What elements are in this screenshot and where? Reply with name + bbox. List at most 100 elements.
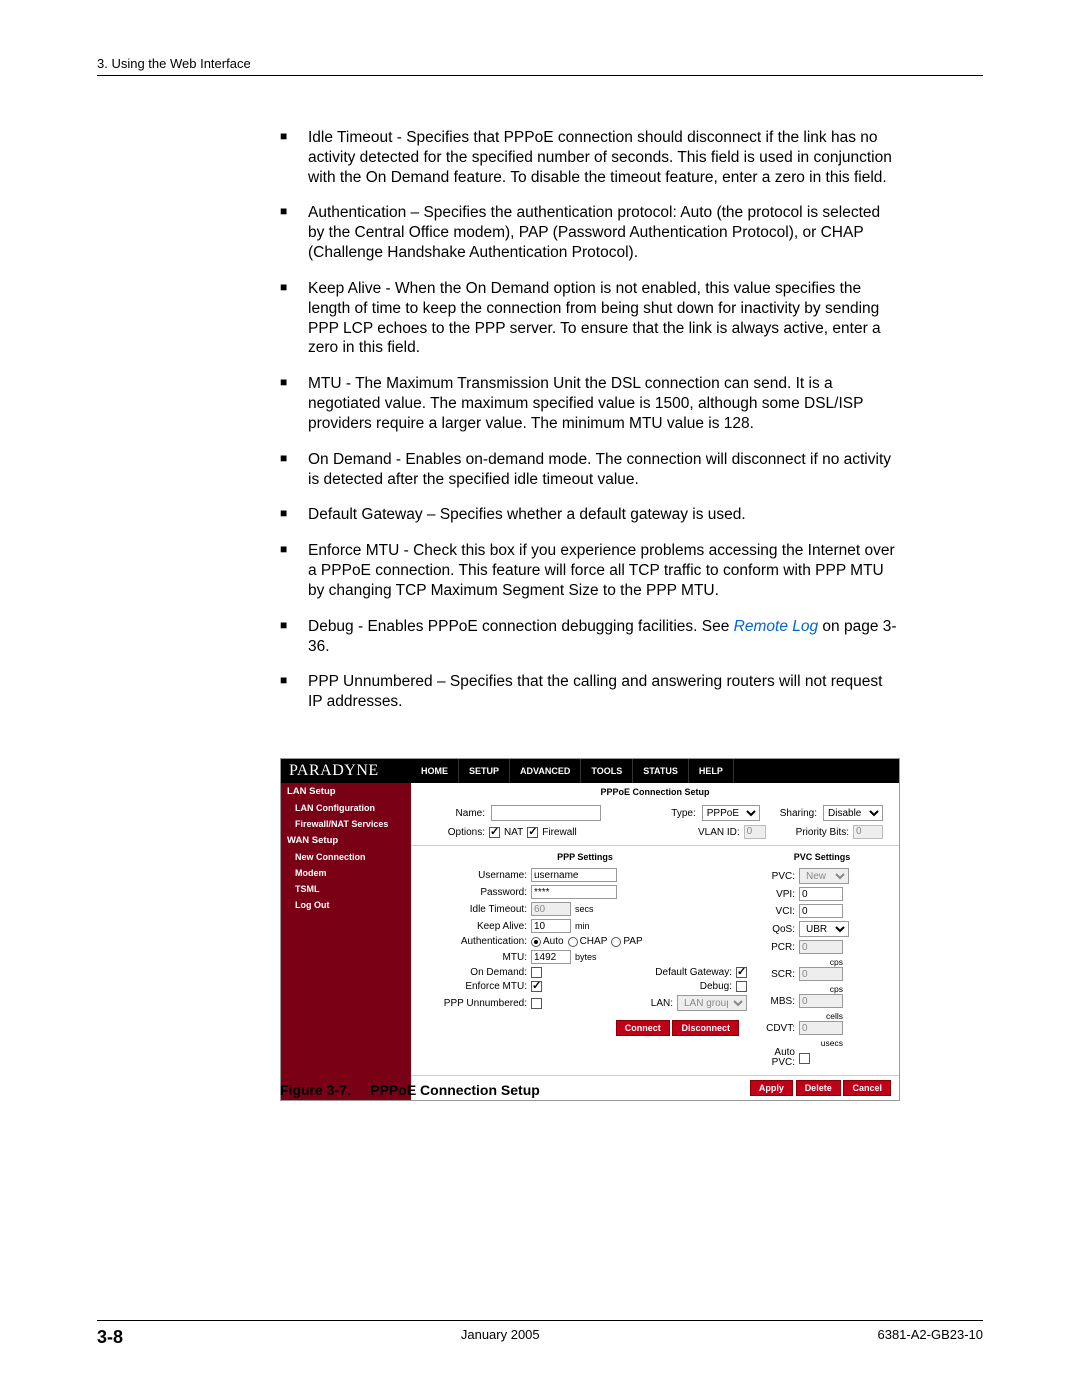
firewall-checkbox[interactable] bbox=[527, 827, 538, 838]
mbs-unit: cells bbox=[757, 1011, 887, 1021]
bullet-list: Idle Timeout - Specifies that PPPoE conn… bbox=[280, 128, 900, 712]
pvc-label: PVC: bbox=[757, 871, 799, 882]
ondemand-label: On Demand: bbox=[423, 967, 531, 978]
cdvt-label: CDVT: bbox=[757, 1023, 799, 1034]
mtu-input[interactable] bbox=[531, 950, 571, 964]
ppp-unnumbered-label: PPP Unnumbered: bbox=[423, 998, 531, 1009]
sidebar-head-lan: LAN Setup bbox=[281, 783, 411, 800]
page-number: 3-8 bbox=[97, 1327, 123, 1348]
footer-date: January 2005 bbox=[461, 1327, 540, 1348]
vpi-input[interactable] bbox=[799, 887, 843, 901]
nav-help[interactable]: HELP bbox=[689, 759, 734, 783]
idle-timeout-input[interactable] bbox=[531, 902, 571, 916]
sidebar-item-lan-config[interactable]: LAN Configuration bbox=[281, 800, 411, 816]
keep-unit: min bbox=[575, 921, 590, 931]
username-input[interactable] bbox=[531, 868, 617, 882]
section-header: 3. Using the Web Interface bbox=[97, 56, 251, 71]
bullet-item: Enforce MTU - Check this box if you expe… bbox=[280, 541, 900, 600]
vlan-label: VLAN ID: bbox=[698, 827, 740, 838]
vci-input[interactable] bbox=[799, 904, 843, 918]
remote-log-link[interactable]: Remote Log bbox=[734, 618, 818, 635]
bullet-item: Default Gateway – Specifies whether a de… bbox=[280, 505, 900, 525]
top-nav: HOME SETUP ADVANCED TOOLS STATUS HELP bbox=[411, 759, 734, 783]
bullet-item: Idle Timeout - Specifies that PPPoE conn… bbox=[280, 128, 900, 187]
ppp-unnumbered-checkbox[interactable] bbox=[531, 998, 542, 1009]
connect-button[interactable]: Connect bbox=[616, 1020, 670, 1036]
vci-label: VCI: bbox=[757, 906, 799, 917]
main-panel: PPPoE Connection Setup Name: Type: PPPoE… bbox=[411, 783, 899, 1100]
sharing-select[interactable]: Disable bbox=[823, 805, 883, 821]
sidebar-item-firewall-nat[interactable]: Firewall/NAT Services bbox=[281, 816, 411, 832]
name-input[interactable] bbox=[491, 805, 601, 821]
figure-title: PPPoE Connection Setup bbox=[370, 1082, 540, 1098]
password-input[interactable] bbox=[531, 885, 617, 899]
pvc-settings-title: PVC Settings bbox=[757, 850, 887, 868]
idle-timeout-label: Idle Timeout: bbox=[423, 904, 531, 915]
ppp-settings-title: PPP Settings bbox=[423, 850, 747, 868]
footer-doc-id: 6381-A2-GB23-10 bbox=[877, 1327, 983, 1348]
type-label: Type: bbox=[671, 808, 695, 819]
sidebar-item-tsml[interactable]: TSML bbox=[281, 881, 411, 897]
auth-auto-label: Auto bbox=[543, 936, 564, 947]
password-label: Password: bbox=[423, 887, 531, 898]
auth-pap-radio[interactable] bbox=[611, 937, 621, 947]
header-rule bbox=[97, 75, 983, 76]
pcr-label: PCR: bbox=[757, 942, 799, 953]
bullet-item: PPP Unnumbered – Specifies that the call… bbox=[280, 672, 900, 712]
nat-checkbox[interactable] bbox=[489, 827, 500, 838]
sidebar-item-new-connection[interactable]: New Connection bbox=[281, 849, 411, 865]
bullet-item: On Demand - Enables on-demand mode. The … bbox=[280, 450, 900, 490]
bullet-item: Keep Alive - When the On Demand option i… bbox=[280, 279, 900, 358]
sidebar-item-modem[interactable]: Modem bbox=[281, 865, 411, 881]
qos-select[interactable]: UBR bbox=[799, 921, 849, 937]
options-label: Options: bbox=[427, 827, 485, 838]
enforce-mtu-checkbox[interactable] bbox=[531, 981, 542, 992]
type-select[interactable]: PPPoE bbox=[702, 805, 760, 821]
footer-rule bbox=[97, 1320, 983, 1321]
lan-select[interactable]: LAN group bbox=[677, 995, 747, 1011]
default-gw-checkbox[interactable] bbox=[736, 967, 747, 978]
cancel-button[interactable]: Cancel bbox=[843, 1080, 891, 1096]
auth-pap-label: PAP bbox=[623, 936, 642, 947]
auth-label: Authentication: bbox=[423, 936, 531, 947]
sidebar-head-wan: WAN Setup bbox=[281, 832, 411, 849]
enforce-mtu-label: Enforce MTU: bbox=[423, 981, 531, 992]
figure-number: Figure 3-7. bbox=[280, 1082, 351, 1098]
priority-label: Priority Bits: bbox=[796, 827, 849, 838]
username-label: Username: bbox=[423, 870, 531, 881]
sidebar: LAN Setup LAN Configuration Firewall/NAT… bbox=[281, 783, 411, 1100]
ondemand-checkbox[interactable] bbox=[531, 967, 542, 978]
priority-select: 0 bbox=[853, 825, 883, 839]
keep-alive-input[interactable] bbox=[531, 919, 571, 933]
debug-label: Debug: bbox=[626, 981, 736, 992]
debug-checkbox[interactable] bbox=[736, 981, 747, 992]
disconnect-button[interactable]: Disconnect bbox=[672, 1020, 739, 1036]
vpi-label: VPI: bbox=[757, 889, 799, 900]
pvc-select[interactable]: New bbox=[799, 868, 849, 884]
nav-setup[interactable]: SETUP bbox=[459, 759, 510, 783]
nav-advanced[interactable]: ADVANCED bbox=[510, 759, 581, 783]
nav-status[interactable]: STATUS bbox=[633, 759, 689, 783]
mbs-label: MBS: bbox=[757, 996, 799, 1007]
default-gw-label: Default Gateway: bbox=[626, 967, 736, 978]
lan-label: LAN: bbox=[567, 998, 677, 1009]
figure-caption: Figure 3-7. PPPoE Connection Setup bbox=[280, 1082, 540, 1098]
auto-pvc-checkbox[interactable] bbox=[799, 1053, 810, 1064]
idle-unit: secs bbox=[575, 904, 594, 914]
qos-label: QoS: bbox=[757, 924, 799, 935]
auth-chap-label: CHAP bbox=[580, 936, 608, 947]
scr-input bbox=[799, 967, 843, 981]
delete-button[interactable]: Delete bbox=[796, 1080, 841, 1096]
nav-home[interactable]: HOME bbox=[411, 759, 459, 783]
main-title: PPPoE Connection Setup bbox=[411, 783, 899, 801]
auth-auto-radio[interactable] bbox=[531, 937, 541, 947]
firewall-label: Firewall bbox=[542, 827, 576, 838]
apply-button[interactable]: Apply bbox=[750, 1080, 793, 1096]
auto-pvc-label: Auto PVC: bbox=[757, 1048, 799, 1068]
pcr-unit: cps bbox=[757, 957, 887, 967]
nav-tools[interactable]: TOOLS bbox=[581, 759, 633, 783]
sidebar-item-logout[interactable]: Log Out bbox=[281, 897, 411, 913]
auth-chap-radio[interactable] bbox=[568, 937, 578, 947]
logo: PARADYNE bbox=[281, 759, 411, 783]
bullet-text: Debug - Enables PPPoE connection debuggi… bbox=[308, 618, 734, 635]
